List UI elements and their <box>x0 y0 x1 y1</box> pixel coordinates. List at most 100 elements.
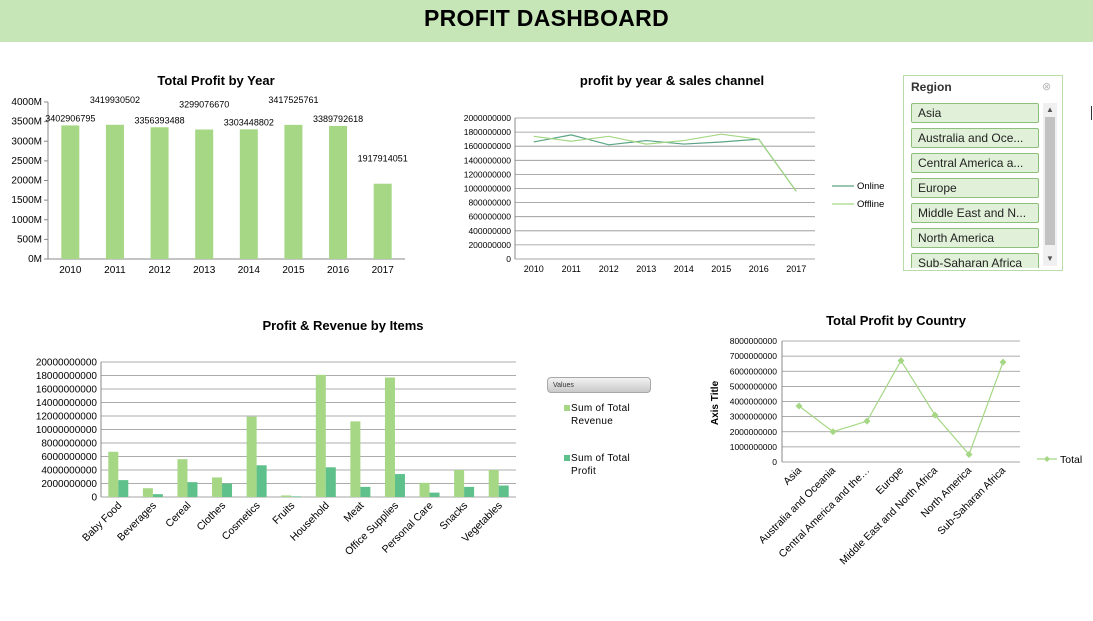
slicer-item[interactable]: Asia <box>911 103 1039 123</box>
profit-by-channel-chart: profit by year & sales channel 0 200000000… <box>464 73 885 274</box>
y-tick-label: 500M <box>17 234 42 245</box>
y-tick-label: 400000000 <box>468 226 511 236</box>
bar-profit <box>325 467 336 497</box>
series-line-online <box>533 134 797 192</box>
legend-label: Sum of Total <box>571 453 630 464</box>
slicer-item[interactable]: Europe <box>911 178 1039 198</box>
bar-profit <box>222 483 233 497</box>
x-tick-label: Asia <box>781 465 804 488</box>
x-tick-label: 2010 <box>59 265 82 276</box>
data-point <box>931 411 939 419</box>
bar-profit <box>498 485 509 497</box>
y-tick-label: 20000000000 <box>36 358 98 369</box>
bar-revenue <box>454 470 465 497</box>
bar-profit <box>360 486 371 497</box>
bar <box>329 125 348 259</box>
y-tick-label: 6000000000 <box>730 366 778 376</box>
series-line-offline <box>533 133 797 192</box>
y-tick-label: 1000M <box>11 215 42 226</box>
y-tick-label: 4000M <box>11 97 42 108</box>
data-point <box>965 450 973 458</box>
data-label: 1917914051 <box>358 154 408 164</box>
y-tick-label: 8000000000 <box>730 336 778 346</box>
x-tick-label: 2010 <box>524 264 544 274</box>
x-tick-label: 2011 <box>104 265 126 276</box>
x-tick-label: 2015 <box>711 264 731 274</box>
y-tick-label: 0 <box>506 254 511 264</box>
y-tick-label: 4000000000 <box>41 466 97 477</box>
y-tick-label: 16000000000 <box>36 385 98 396</box>
bar-profit <box>256 465 267 497</box>
slicer-item-list: Asia Australia and Oce... Central America … <box>911 103 1039 268</box>
bar-revenue <box>488 470 499 497</box>
y-tick-label: 2000000000 <box>464 113 512 123</box>
legend-label: Profit <box>571 466 596 477</box>
legend-marker <box>1044 456 1050 462</box>
y-tick-label: 2000000000 <box>41 479 97 490</box>
slicer-item[interactable]: Central America a... <box>911 153 1039 173</box>
slicer-item[interactable]: North America <box>911 228 1039 248</box>
scroll-down-icon[interactable]: ▼ <box>1046 254 1054 263</box>
bar-profit <box>394 474 405 497</box>
y-tick-label: 1800000000 <box>464 127 512 137</box>
x-tick-label: 2013 <box>193 265 216 276</box>
bar-revenue <box>212 477 223 497</box>
bar <box>195 129 214 259</box>
y-tick-label: 2000000000 <box>730 427 778 437</box>
data-label: 3356393488 <box>135 115 185 125</box>
y-tick-label: 4000000000 <box>730 397 778 407</box>
x-tick-label: 2017 <box>786 264 806 274</box>
data-label: 3389792618 <box>313 114 363 124</box>
y-tick-label: 800000000 <box>468 198 511 208</box>
x-tick-label: 2014 <box>238 265 261 276</box>
y-tick-label: 3500M <box>11 117 42 128</box>
y-tick-label: 0 <box>772 457 777 467</box>
bar-revenue <box>246 416 257 497</box>
bar <box>284 124 303 259</box>
scroll-up-icon[interactable]: ▲ <box>1046 105 1054 114</box>
y-tick-label: 0M <box>28 254 42 265</box>
scroll-thumb[interactable] <box>1045 117 1055 245</box>
legend-swatch <box>564 455 570 461</box>
data-point <box>897 357 905 365</box>
chart-title: Profit & Revenue by Items <box>262 318 423 333</box>
chart-title: Total Profit by Year <box>157 73 274 88</box>
y-tick-label: 600000000 <box>468 212 511 222</box>
legend-label: Revenue <box>571 416 613 427</box>
bar-revenue <box>142 488 153 497</box>
legend-label: Online <box>857 181 884 192</box>
y-tick-label: 1400000000 <box>464 155 512 165</box>
bar-revenue <box>350 421 361 497</box>
x-tick-label: 2014 <box>674 264 694 274</box>
text-cursor <box>1091 106 1092 120</box>
legend-label: Offline <box>857 199 884 210</box>
bar-revenue <box>419 482 430 497</box>
bar-profit <box>291 496 302 497</box>
region-slicer[interactable]: Region ⊗ Asia Australia and Oce... Central… <box>903 75 1063 271</box>
chart-title: profit by year & sales channel <box>580 73 764 88</box>
x-tick-label: Fruits <box>270 500 297 527</box>
bar <box>373 183 392 259</box>
page-title: PROFIT DASHBOARD <box>423 5 670 31</box>
values-field-button[interactable]: Values <box>547 377 651 393</box>
title-banner <box>0 0 1093 42</box>
bar <box>150 127 169 259</box>
profit-by-year-chart: Total Profit by Year 0M 500M 1000M 1500M 2000… <box>11 73 408 276</box>
x-tick-label: Meat <box>342 500 367 525</box>
bar-revenue <box>177 459 188 497</box>
clear-filter-icon[interactable]: ⊗ <box>1042 81 1052 93</box>
legend-label: Total <box>1060 454 1082 466</box>
slicer-scrollbar[interactable]: ▲ ▼ <box>1043 103 1057 266</box>
x-tick-label: 2016 <box>749 264 769 274</box>
y-tick-label: 3000000000 <box>730 412 778 422</box>
legend-label: Sum of Total <box>571 403 630 414</box>
y-tick-label: 6000000000 <box>41 452 97 463</box>
series-line-total <box>798 359 1004 456</box>
slicer-item[interactable]: Middle East and N... <box>911 203 1039 223</box>
y-tick-label: 8000000000 <box>41 439 97 450</box>
slicer-item[interactable]: Sub-Saharan Africa <box>911 253 1039 268</box>
y-tick-label: 1600000000 <box>464 141 512 151</box>
x-tick-label: 2012 <box>148 265 171 276</box>
slicer-item[interactable]: Australia and Oce... <box>911 128 1039 148</box>
bar-profit <box>429 492 440 497</box>
